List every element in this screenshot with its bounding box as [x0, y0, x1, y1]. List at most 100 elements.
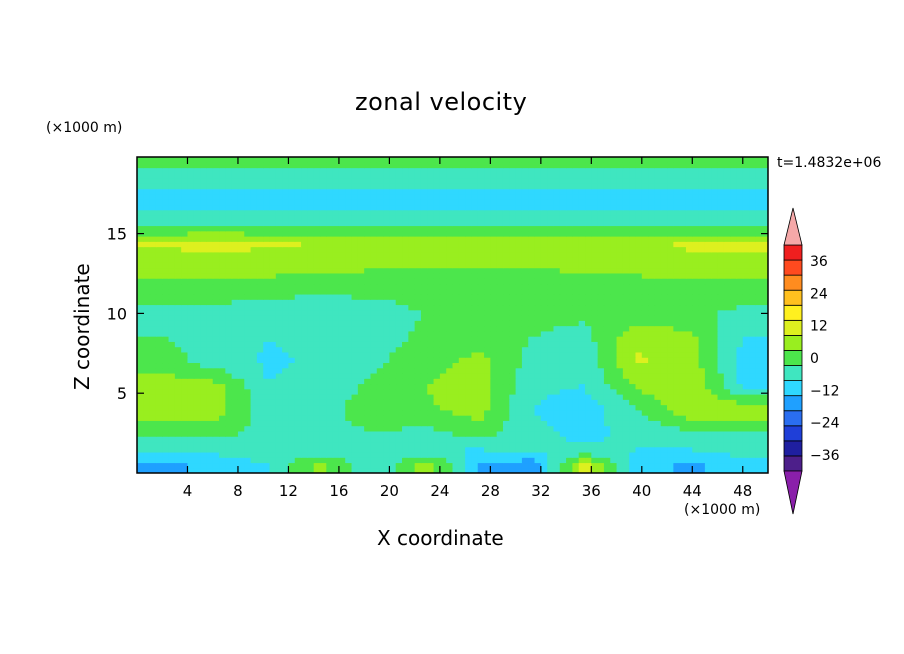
field-cell	[749, 246, 756, 253]
field-cell	[704, 446, 712, 453]
field-cell	[364, 214, 372, 221]
field-cell	[515, 457, 523, 464]
field-cell	[509, 267, 517, 274]
field-cell	[313, 246, 321, 253]
field-cell	[143, 241, 151, 248]
field-cell	[566, 415, 573, 421]
field-cell	[704, 225, 712, 232]
field-cell	[137, 404, 144, 411]
field-cell	[200, 362, 208, 369]
field-cell	[263, 351, 271, 358]
field-cell	[200, 336, 208, 342]
field-cell	[414, 357, 422, 364]
field-cell	[654, 409, 662, 416]
field-cell	[395, 362, 403, 369]
field-cell	[225, 467, 233, 473]
field-cell	[244, 341, 252, 348]
field-cell	[629, 325, 637, 332]
field-cell	[439, 462, 447, 469]
field-cell	[370, 330, 378, 337]
field-cell	[509, 420, 517, 427]
field-cell	[660, 336, 668, 342]
field-cell	[206, 388, 214, 395]
field-cell	[540, 378, 548, 385]
field-cell	[231, 357, 239, 364]
field-cell	[433, 272, 441, 279]
field-cell	[679, 336, 687, 342]
field-cell	[332, 330, 340, 337]
field-cell	[578, 278, 586, 285]
field-cell	[275, 346, 283, 353]
field-cell	[332, 425, 340, 432]
field-cell	[452, 278, 460, 285]
field-cell	[219, 436, 226, 443]
field-cell	[237, 341, 245, 348]
field-cell	[338, 309, 346, 316]
field-cell	[490, 336, 498, 342]
field-cell	[660, 272, 668, 279]
field-cell	[736, 214, 744, 221]
field-cell	[641, 346, 649, 353]
field-cell	[269, 441, 277, 448]
field-cell	[326, 288, 334, 295]
field-cell	[692, 362, 700, 369]
field-cell	[452, 399, 460, 406]
field-cell	[307, 420, 315, 427]
field-cell	[168, 388, 176, 395]
field-cell	[515, 267, 523, 274]
field-cell	[433, 336, 441, 342]
field-cell	[313, 209, 321, 216]
field-cell	[452, 367, 460, 374]
field-cell	[301, 436, 308, 443]
field-cell	[357, 214, 365, 221]
field-cell	[439, 325, 447, 332]
field-cell	[667, 420, 674, 427]
field-cell	[515, 357, 523, 364]
field-cell	[364, 367, 372, 374]
field-cell	[673, 293, 681, 300]
field-cell	[484, 346, 491, 353]
field-cell	[673, 304, 681, 311]
field-cell	[490, 388, 498, 395]
field-cell	[206, 357, 214, 364]
field-cell	[319, 251, 327, 258]
field-cell	[282, 367, 290, 374]
field-cell	[755, 236, 763, 242]
field-cell	[616, 299, 624, 306]
field-cell	[477, 230, 485, 237]
field-cell	[181, 425, 189, 432]
field-cell	[761, 446, 768, 453]
field-cell	[635, 336, 643, 342]
field-cell	[502, 288, 510, 295]
field-cell	[383, 378, 390, 385]
field-cell	[641, 246, 649, 253]
field-cell	[534, 225, 542, 232]
field-cell	[490, 304, 498, 311]
field-cell	[433, 415, 441, 421]
field-cell	[402, 451, 409, 458]
field-cell	[597, 409, 605, 416]
field-cell	[654, 420, 662, 427]
field-cell	[692, 315, 700, 321]
field-cell	[231, 451, 239, 458]
field-cell	[288, 394, 296, 400]
field-cell	[357, 267, 365, 274]
field-cell	[616, 320, 624, 327]
field-cell	[742, 278, 750, 285]
field-cell	[219, 309, 226, 316]
field-cell	[477, 467, 485, 473]
field-cell	[477, 415, 485, 421]
field-cell	[679, 309, 687, 316]
field-cell	[212, 404, 220, 411]
field-cell	[603, 288, 611, 295]
field-cell	[376, 225, 384, 232]
field-cell	[345, 467, 353, 473]
field-cell	[616, 357, 624, 364]
field-cell	[206, 430, 214, 437]
field-cell	[414, 415, 422, 421]
field-cell	[187, 241, 195, 248]
field-cell	[244, 436, 252, 443]
field-cell	[477, 251, 485, 258]
field-cell	[174, 446, 182, 453]
field-cell	[540, 246, 548, 253]
